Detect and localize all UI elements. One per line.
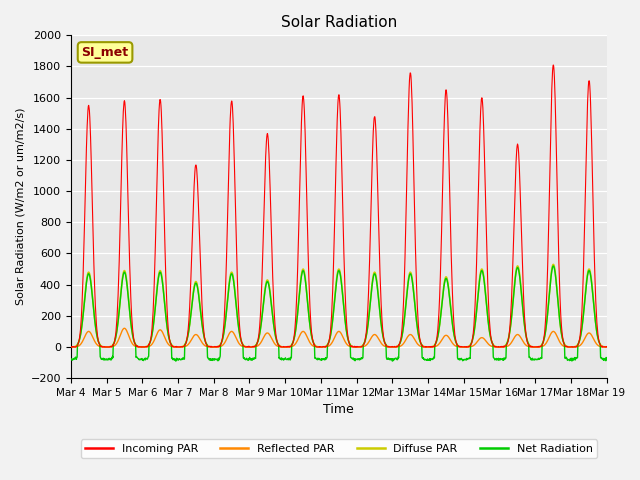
Title: Solar Radiation: Solar Radiation [281, 15, 397, 30]
Legend: Incoming PAR, Reflected PAR, Diffuse PAR, Net Radiation: Incoming PAR, Reflected PAR, Diffuse PAR… [81, 439, 597, 458]
X-axis label: Time: Time [323, 403, 354, 417]
Y-axis label: Solar Radiation (W/m2 or um/m2/s): Solar Radiation (W/m2 or um/m2/s) [15, 108, 25, 305]
Text: SI_met: SI_met [81, 46, 129, 59]
